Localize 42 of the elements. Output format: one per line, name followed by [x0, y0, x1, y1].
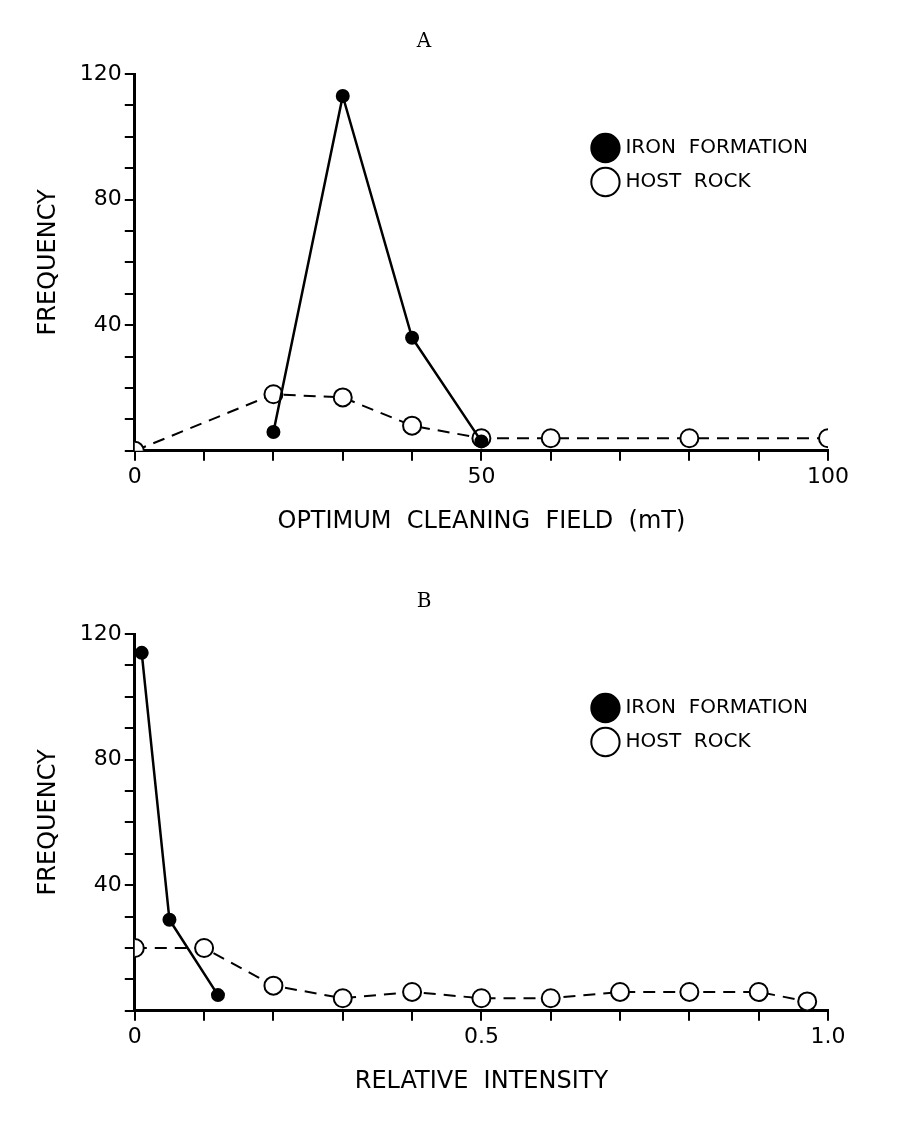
y-axis-title: FREQUENCY — [32, 748, 61, 896]
y-tick-label: 120 — [79, 59, 122, 85]
y-tick-label: 80 — [93, 745, 122, 771]
point — [210, 988, 225, 1003]
point — [266, 424, 281, 439]
point — [679, 981, 700, 1002]
point — [402, 981, 423, 1002]
point — [610, 981, 631, 1002]
point — [748, 981, 769, 1002]
legend-label: HOST ROCK — [625, 168, 752, 193]
x-tick-label: 50 — [467, 462, 496, 488]
y-tick-label: 120 — [79, 619, 122, 645]
point — [134, 645, 149, 660]
y-tick-label: 40 — [93, 870, 122, 896]
x-tick-label: 0 — [127, 462, 142, 488]
chart-title: B — [416, 588, 432, 613]
legend-label: IRON FORMATION — [625, 134, 808, 159]
point — [540, 428, 561, 449]
x-tick-label: 1.0 — [810, 1022, 846, 1048]
chart-title: A — [415, 28, 432, 53]
point — [471, 988, 492, 1009]
x-tick-label: 100 — [807, 462, 849, 488]
legend-label: IRON FORMATION — [625, 694, 808, 719]
point — [679, 428, 700, 449]
point — [405, 330, 420, 345]
x-axis-title: OPTIMUM CLEANING FIELD (mT) — [277, 505, 686, 534]
point — [402, 415, 423, 436]
point — [332, 988, 353, 1009]
y-tick-label: 80 — [93, 185, 122, 211]
point — [540, 988, 561, 1009]
point — [162, 912, 177, 927]
legend-label: HOST ROCK — [625, 728, 752, 753]
point — [797, 991, 818, 1011]
point — [332, 387, 353, 408]
x-axis-title: RELATIVE INTENSITY — [354, 1065, 609, 1094]
point — [335, 88, 350, 103]
point — [263, 975, 284, 996]
y-tick-label: 40 — [93, 310, 122, 336]
point — [194, 938, 215, 958]
y-axis-title: FREQUENCY — [32, 188, 61, 336]
x-tick-label: 0 — [127, 1022, 142, 1048]
x-tick-label: 0.5 — [463, 1022, 499, 1048]
